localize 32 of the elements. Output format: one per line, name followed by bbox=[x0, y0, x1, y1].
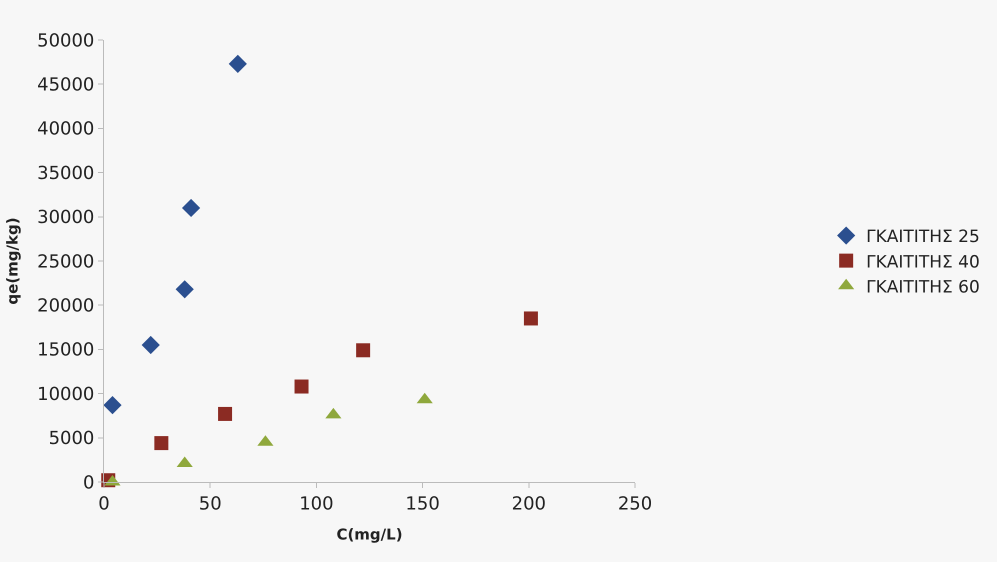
x-tick-label: 100 bbox=[299, 494, 334, 515]
x-axis-title: C(mg/L) bbox=[336, 526, 403, 544]
y-tick-label: 5000 bbox=[48, 428, 94, 450]
point bbox=[176, 280, 194, 298]
legend-label: ΓΚΑΙΤΙΤΗΣ 60 bbox=[866, 277, 980, 298]
x-tick-label: 200 bbox=[512, 494, 546, 515]
y-tick-label: 30000 bbox=[37, 207, 94, 228]
y-tick-label: 10000 bbox=[37, 384, 94, 405]
point bbox=[294, 380, 309, 394]
x-tick-label: 0 bbox=[98, 494, 110, 515]
y-tick-label: 25000 bbox=[37, 251, 94, 272]
y-tick-label: 15000 bbox=[37, 340, 94, 361]
legend-label: ΓΚΑΙΤΙΤΗΣ 25 bbox=[866, 227, 980, 248]
point bbox=[524, 311, 538, 326]
x-tick-label: 250 bbox=[618, 494, 652, 515]
point bbox=[103, 396, 122, 414]
y-axis-title: qe(mg/kg) bbox=[3, 217, 22, 305]
y-tick-label: 40000 bbox=[37, 118, 94, 140]
point bbox=[182, 198, 200, 218]
y-tick-label: 45000 bbox=[37, 74, 94, 96]
legend-label: ΓΚΑΙΤΙΤΗΣ 40 bbox=[866, 252, 980, 272]
x-tick-label: 50 bbox=[198, 494, 222, 515]
point bbox=[154, 436, 168, 450]
point bbox=[356, 343, 370, 358]
point bbox=[142, 336, 160, 354]
y-tick-label: 0 bbox=[82, 472, 94, 494]
x-tick-label: 150 bbox=[405, 494, 440, 515]
y-tick-label: 35000 bbox=[37, 162, 94, 184]
point bbox=[218, 406, 232, 421]
y-tick-label: 50000 bbox=[37, 30, 94, 52]
point bbox=[228, 54, 247, 73]
y-tick-label: 20000 bbox=[37, 296, 94, 316]
